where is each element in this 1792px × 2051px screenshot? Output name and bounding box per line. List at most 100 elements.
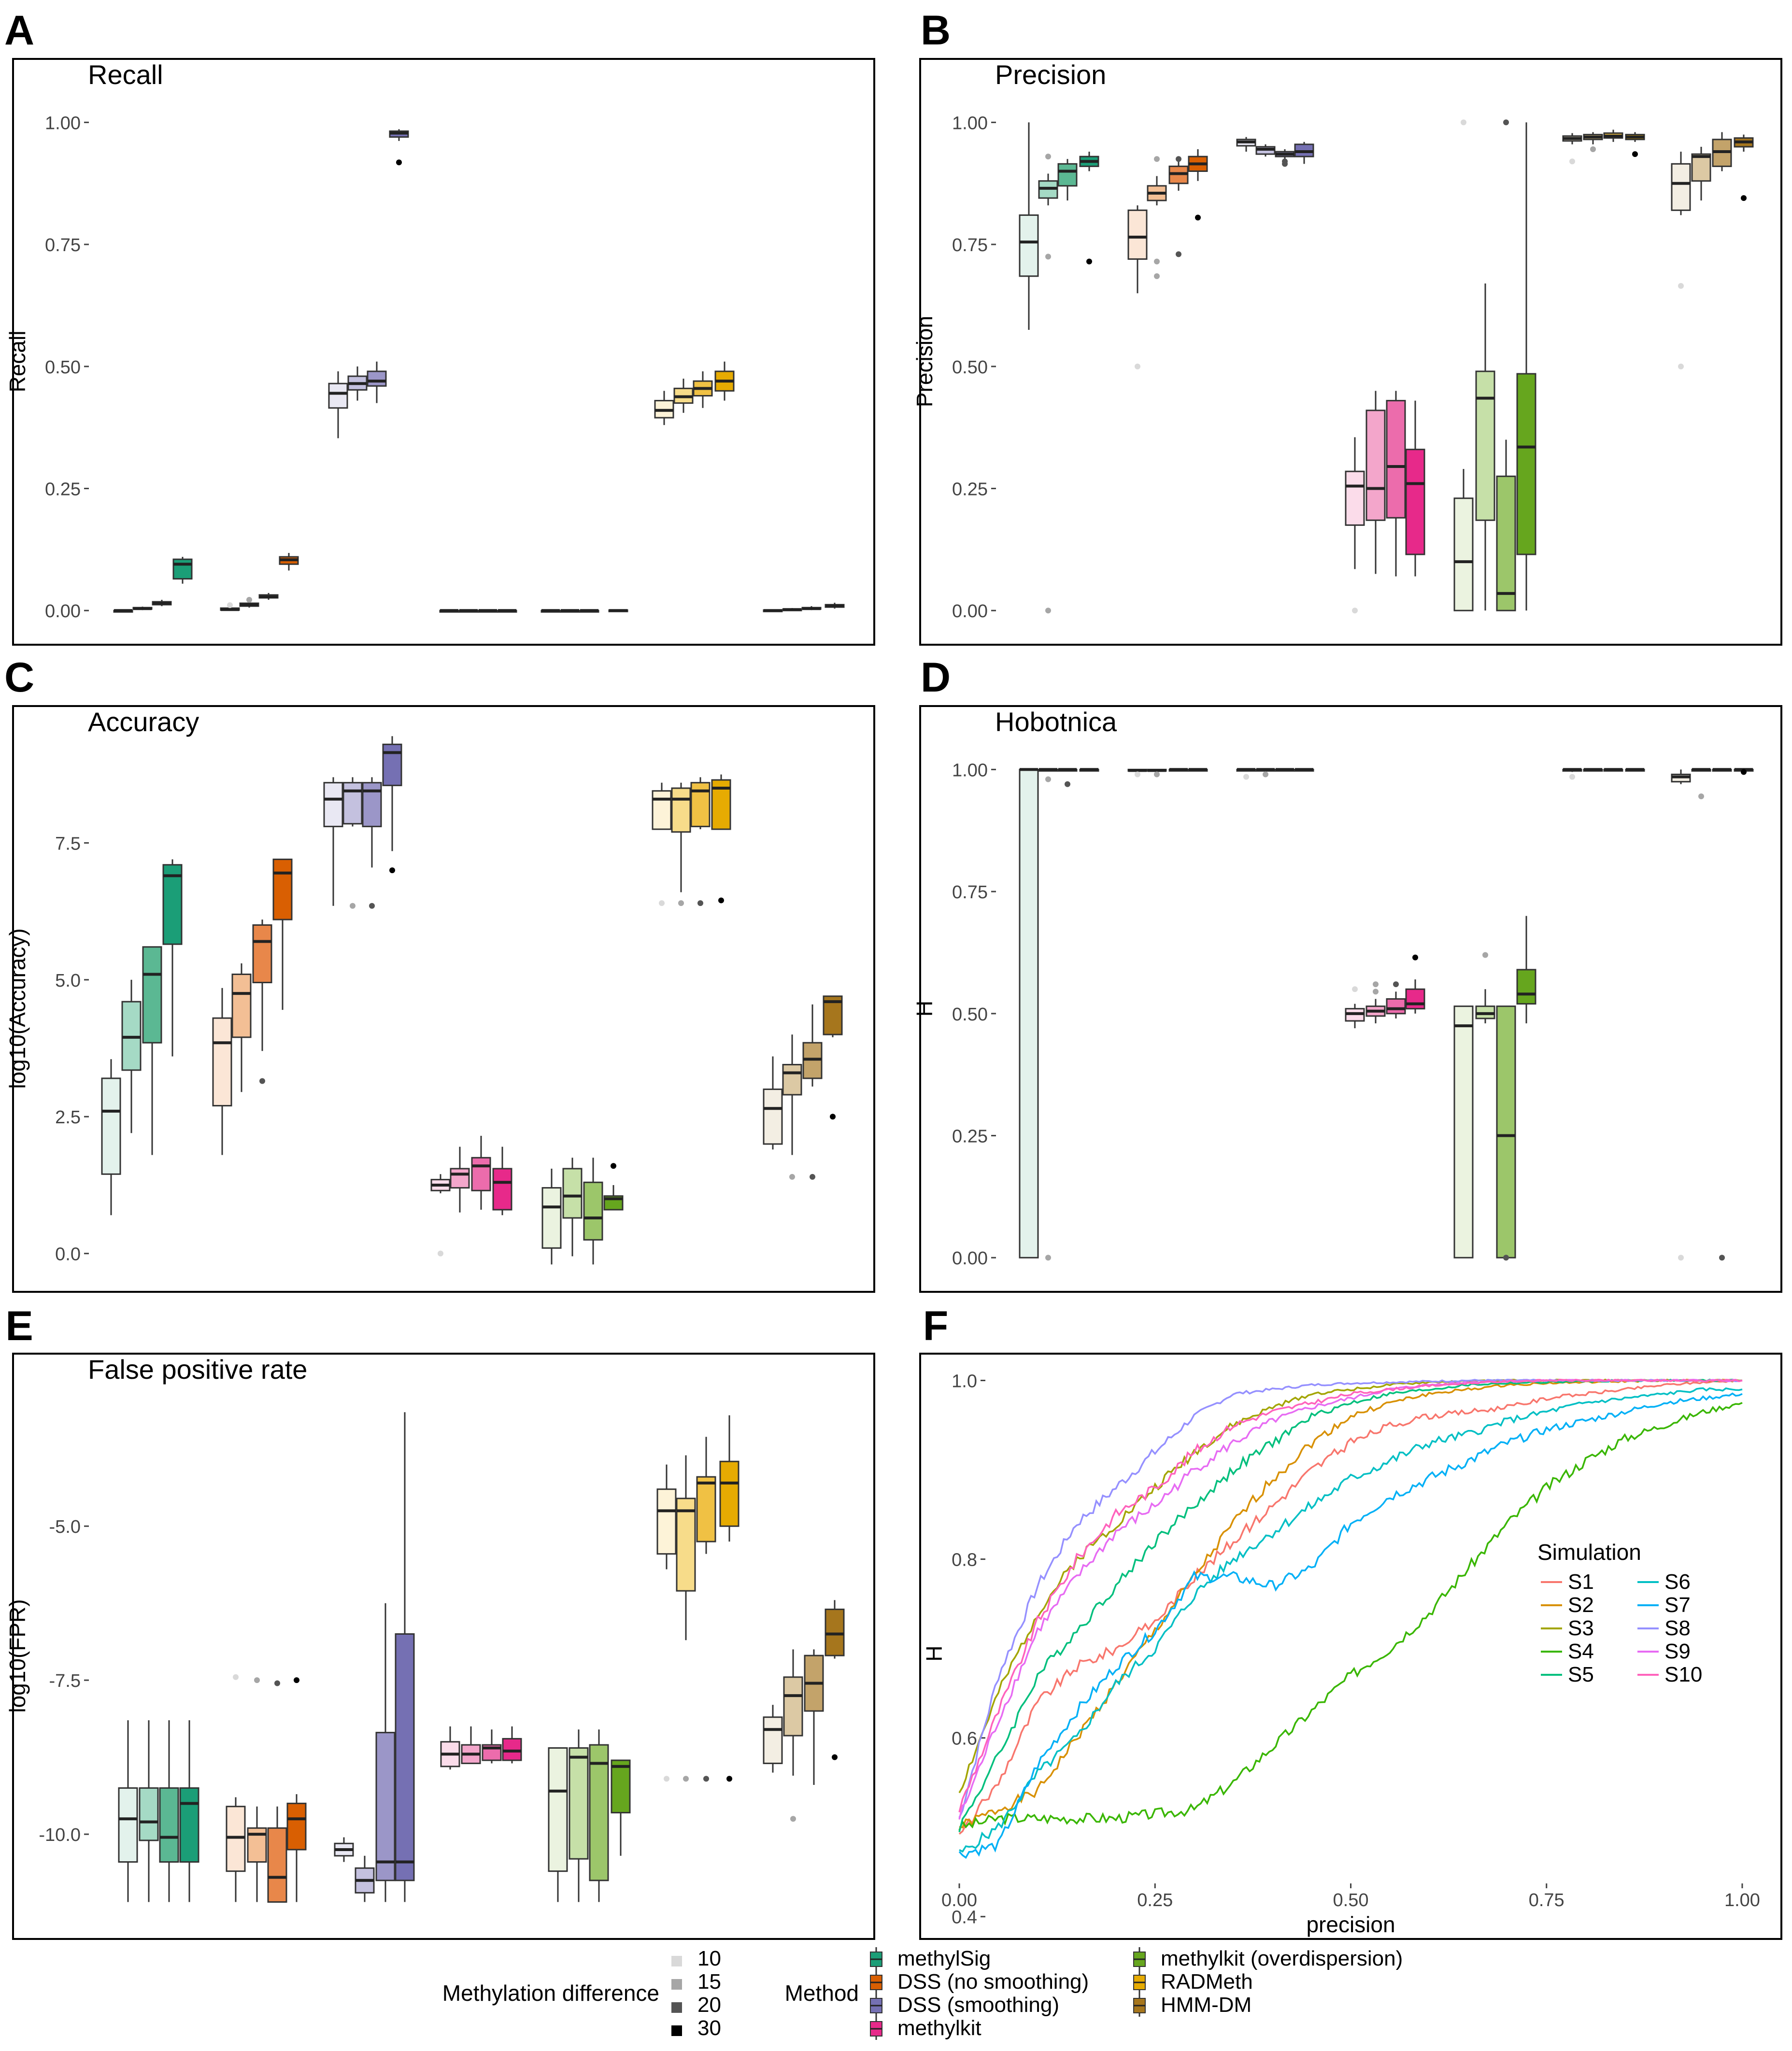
box-hmm-dm-20 [1712, 768, 1732, 1261]
box-methylsig-15 [139, 1720, 159, 1902]
panel-title: False positive rate [88, 1354, 307, 1385]
box-dss-smoothing--20 [1275, 149, 1295, 167]
box-body [1453, 497, 1474, 611]
box-outlier [1045, 776, 1051, 782]
box-outlier [259, 1078, 265, 1084]
box-methylkit-30 [502, 1726, 522, 1764]
y-tick-label: 0.75 [952, 882, 988, 903]
panel-b-frame [919, 58, 1782, 646]
box-outlier [1412, 954, 1418, 961]
box-outlier [1741, 195, 1747, 201]
box-hmm-dm-10 [763, 1705, 783, 1773]
box-outlier [1045, 154, 1051, 160]
x-tick-label: 0.50 [1333, 1890, 1369, 1910]
box-radmeth-20 [1603, 129, 1623, 142]
box-methylsig-10 [118, 1720, 138, 1902]
box-radmeth-15 [676, 1455, 696, 1782]
box-methylsig-20 [142, 946, 162, 1155]
box-outlier [1176, 251, 1181, 257]
box-radmeth-20 [1603, 768, 1623, 772]
box-methylkit-overdispersion--30 [1516, 122, 1536, 611]
y-axis-label: Precision [912, 316, 937, 407]
box-outlier [1045, 254, 1051, 260]
box-body [656, 1488, 677, 1555]
x-tick-label: 0.00 [941, 1890, 977, 1910]
box-outlier [1282, 158, 1288, 165]
legend-label-s5: S5 [1568, 1663, 1594, 1686]
box-body [611, 1759, 631, 1813]
series-line-s4 [958, 1402, 1743, 1831]
legend-methdiff-label: 10 [697, 1947, 721, 1970]
box-methylkit-overdispersion--10 [1453, 1005, 1474, 1259]
panel-b-plot: Precision Precision 0.00 0.25 0.50 0.75 1.00 [912, 59, 1754, 622]
box-methylkit-overdispersion--15 [1475, 952, 1495, 1024]
box-dss-smoothing--30 [1294, 768, 1314, 772]
box-methylkit-overdispersion--10 [541, 1168, 562, 1265]
box-outlier [294, 1677, 299, 1683]
box-methylkit-overdispersion--15 [569, 1729, 589, 1902]
box-body [139, 1787, 159, 1841]
box-methylkit-30 [1405, 400, 1425, 577]
box-dss-smoothing--30 [389, 129, 409, 166]
box-outlier [1503, 1255, 1509, 1261]
box-body [382, 743, 402, 786]
box-methylsig-30 [172, 557, 193, 584]
box-methylsig-15 [121, 979, 142, 1133]
box-outlier [683, 1776, 689, 1782]
y-axis-label: log10(FPR) [5, 1599, 30, 1712]
legend-label-s2: S2 [1568, 1593, 1594, 1617]
y-tick-label: 1.00 [45, 113, 81, 133]
box-outlier [703, 1776, 709, 1782]
box-dss-smoothing--20 [1275, 768, 1295, 772]
box-methylsig-10 [1019, 768, 1039, 1259]
box-methylsig-30 [179, 1720, 199, 1902]
box-dss-no-smoothing--30 [279, 552, 299, 571]
box-outlier [1045, 1255, 1051, 1261]
legend-method-label: DSS (smoothing) [897, 1993, 1059, 2017]
box-body [676, 1498, 696, 1592]
box-radmeth-15 [673, 379, 694, 413]
box-body [1691, 153, 1711, 182]
box-dss-smoothing--30 [1294, 141, 1314, 164]
box-hmm-dm-15 [782, 1034, 802, 1180]
box-methylkit-30 [1405, 954, 1425, 1014]
box-outlier [1569, 774, 1575, 780]
panel-letter-d: D [921, 654, 951, 701]
box-body [179, 1787, 199, 1863]
box-dss-no-smoothing--10 [226, 1674, 246, 1902]
y-tick-label: 1.00 [952, 760, 988, 780]
box-hmm-dm-30 [1734, 768, 1754, 775]
box-radmeth-15 [1583, 132, 1603, 153]
box-dss-smoothing--15 [1255, 768, 1276, 778]
box-methylsig-30 [1079, 152, 1099, 265]
legend-label-s7: S7 [1664, 1593, 1691, 1617]
box-methylkit-20 [1386, 981, 1406, 1018]
legend-methdiff-swatch [671, 2025, 682, 2036]
x-tick-label: 0.25 [1137, 1890, 1173, 1910]
series-line-s1 [958, 1379, 1743, 1835]
box-outlier [1678, 283, 1684, 289]
box-outlier [369, 903, 375, 909]
box-methylkit-15 [1365, 981, 1386, 1024]
box-methylkit-30 [492, 1146, 512, 1216]
box-radmeth-10 [654, 391, 674, 425]
box-methylkit-20 [471, 1135, 491, 1210]
box-hmm-dm-20 [804, 1649, 824, 1785]
box-body [569, 1747, 589, 1860]
box-outlier [789, 1174, 795, 1180]
box-methylsig-20 [1057, 159, 1078, 201]
panel-letter-c: C [4, 654, 34, 701]
box-methylkit-20 [478, 609, 498, 613]
box-methylkit-10 [1345, 437, 1365, 614]
legend-methdiff-swatch [671, 1979, 682, 1990]
legend-method-title: Method [785, 1980, 859, 2006]
box-hmm-dm-15 [1691, 768, 1711, 800]
panel-letter-f: F [923, 1303, 949, 1349]
box-outlier [1086, 258, 1092, 265]
box-body [1516, 969, 1536, 1005]
legend-method-label: DSS (no smoothing) [897, 1970, 1089, 1994]
box-radmeth-10 [1562, 768, 1582, 780]
box-dss-smoothing--10 [328, 371, 348, 438]
box-body [328, 382, 348, 409]
y-tick-label: 0.00 [952, 601, 988, 622]
